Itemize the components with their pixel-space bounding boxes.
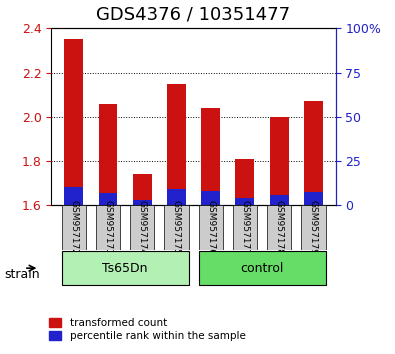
Text: GSM957172: GSM957172 [69, 200, 78, 255]
Text: GSM957178: GSM957178 [275, 200, 284, 255]
Title: GDS4376 / 10351477: GDS4376 / 10351477 [96, 6, 291, 24]
Text: GSM957173: GSM957173 [103, 200, 113, 255]
Legend: transformed count, percentile rank within the sample: transformed count, percentile rank withi… [45, 314, 250, 345]
Bar [235, 198, 254, 205]
Text: Ts65Dn: Ts65Dn [102, 262, 148, 275]
FancyBboxPatch shape [96, 205, 120, 250]
FancyBboxPatch shape [62, 251, 188, 285]
FancyBboxPatch shape [130, 205, 154, 250]
Text: GSM957176: GSM957176 [206, 200, 215, 255]
Bar [167, 84, 186, 205]
Bar [201, 191, 220, 205]
Text: GSM957175: GSM957175 [172, 200, 181, 255]
Bar [133, 200, 152, 205]
Bar [304, 101, 323, 205]
Bar [64, 39, 83, 205]
Bar [304, 192, 323, 205]
FancyBboxPatch shape [199, 251, 325, 285]
Bar [98, 103, 117, 205]
Bar [64, 187, 83, 205]
FancyBboxPatch shape [267, 205, 292, 250]
FancyBboxPatch shape [164, 205, 188, 250]
Text: GSM957174: GSM957174 [138, 200, 147, 255]
Bar [235, 159, 254, 205]
Text: strain: strain [4, 268, 40, 281]
Text: GSM957179: GSM957179 [309, 200, 318, 255]
FancyBboxPatch shape [62, 205, 86, 250]
Bar [167, 189, 186, 205]
FancyBboxPatch shape [233, 205, 257, 250]
Bar [98, 193, 117, 205]
Text: control: control [240, 262, 284, 275]
Bar [270, 117, 289, 205]
FancyBboxPatch shape [199, 205, 223, 250]
FancyBboxPatch shape [301, 205, 325, 250]
Bar [133, 174, 152, 205]
Bar [201, 108, 220, 205]
Text: GSM957177: GSM957177 [241, 200, 249, 255]
Bar [270, 195, 289, 205]
